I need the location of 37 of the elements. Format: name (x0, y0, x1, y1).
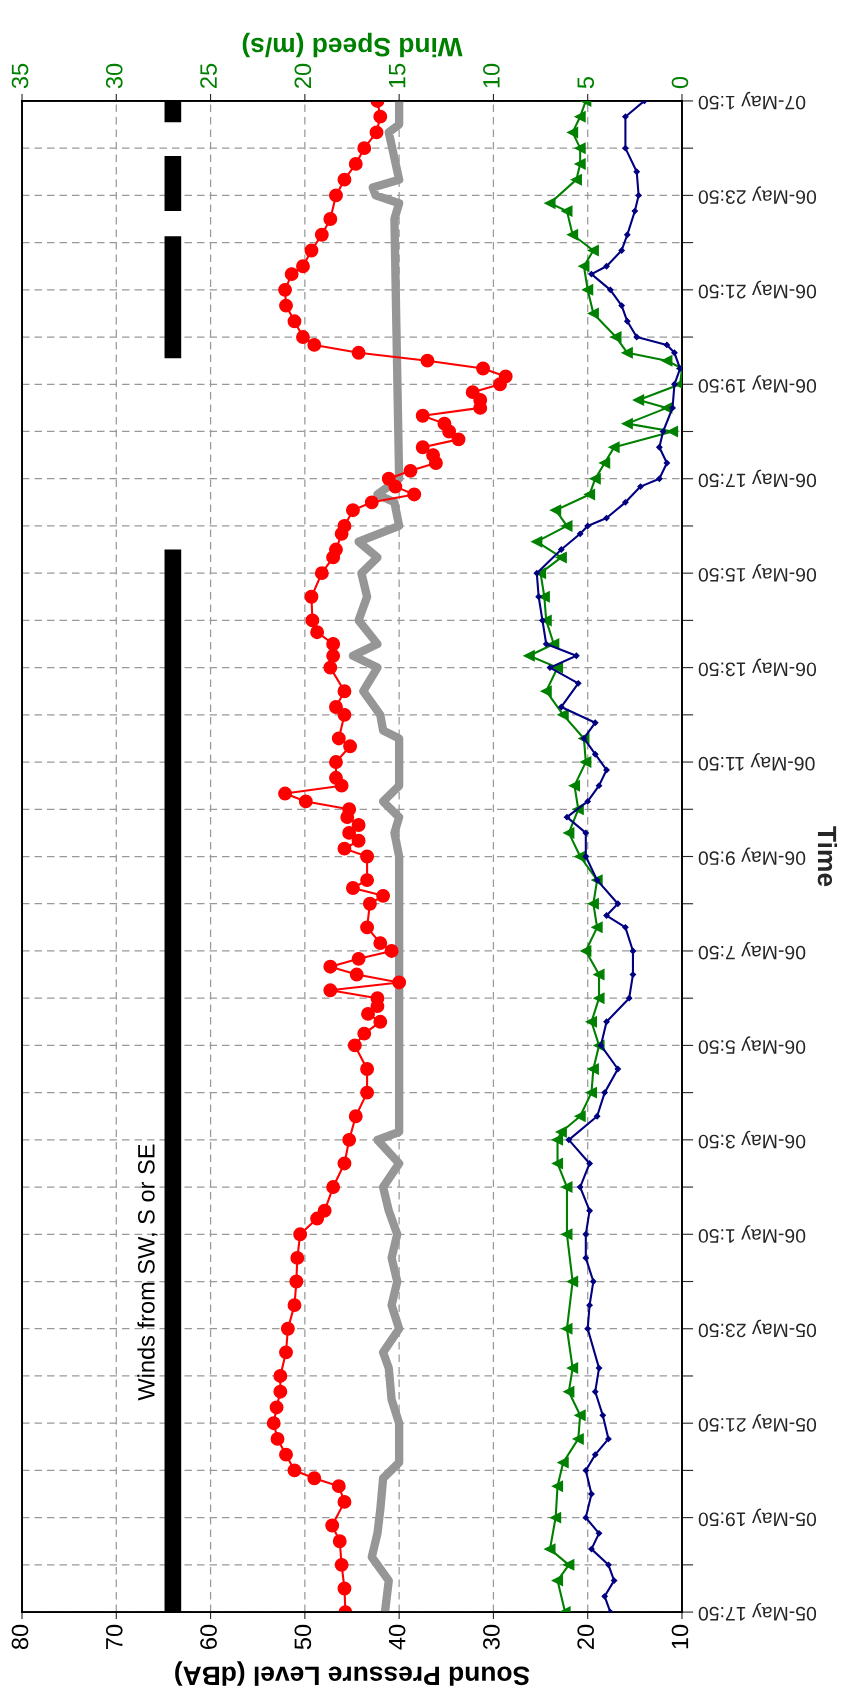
text: Winds from SW, S or SE (137, 1144, 158, 1401)
y-tick-label: 06-May 19:50 (698, 375, 817, 393)
y-tick-label: 06-May 1:50 (698, 1225, 806, 1243)
x2-tick-label: 0 (671, 76, 689, 89)
x-tick-label: 40 (388, 1624, 406, 1650)
x2-tick-label: 10 (483, 63, 500, 88)
y-tick-label: 07-May 1:50 (698, 91, 806, 110)
x-tick-label: 60 (200, 1624, 217, 1649)
x2-axis-title: Wind Speed (m/s) (242, 32, 463, 58)
x-tick-label: 50 (294, 1624, 312, 1650)
y-tick-label: 05-May 17:50 (698, 1603, 817, 1621)
y-tick-label: 06-May 5:50 (698, 1036, 806, 1054)
y-tick-label: 05-May 19:50 (698, 1508, 817, 1527)
x-tick-label: 30 (483, 1624, 500, 1650)
y-tick-label: 06-May 23:50 (698, 186, 817, 204)
y-tick-label: 05-May 21:50 (698, 1414, 817, 1432)
x-axis-title: Sound Pressure Level (dBA) (175, 1661, 530, 1686)
x-tick-label: 10 (671, 1624, 689, 1649)
x-tick-label: 20 (577, 1624, 595, 1649)
x-tick-label: 80 (11, 1624, 29, 1650)
x2-tick-label: 5 (577, 76, 595, 89)
y-tick-label: 06-May 3:50 (698, 1130, 806, 1149)
y-tick-label: 06-May 13:50 (698, 658, 817, 677)
x2-tick-label: 35 (11, 63, 29, 89)
x-tick-label: 70 (105, 1624, 123, 1649)
y-tick-label: 06-May 9:50 (698, 847, 806, 866)
x2-tick-label: 25 (200, 63, 217, 88)
y-tick-label: 06-May 17:50 (698, 469, 817, 488)
y-tick-label: 06-May 15:50 (698, 564, 817, 582)
x2-tick-label: 20 (294, 63, 312, 88)
y-tick-label: 06-May 11:50 (698, 753, 815, 771)
x2-tick-label: 15 (389, 63, 406, 88)
y-tick-label: 06-May 7:50 (698, 941, 806, 960)
y-axis-title: Time (817, 826, 838, 887)
y-tick-label: 05-May 23:50 (698, 1319, 817, 1338)
y-tick-label: 06-May 21:50 (698, 280, 817, 299)
x2-tick-label: 30 (105, 63, 123, 89)
